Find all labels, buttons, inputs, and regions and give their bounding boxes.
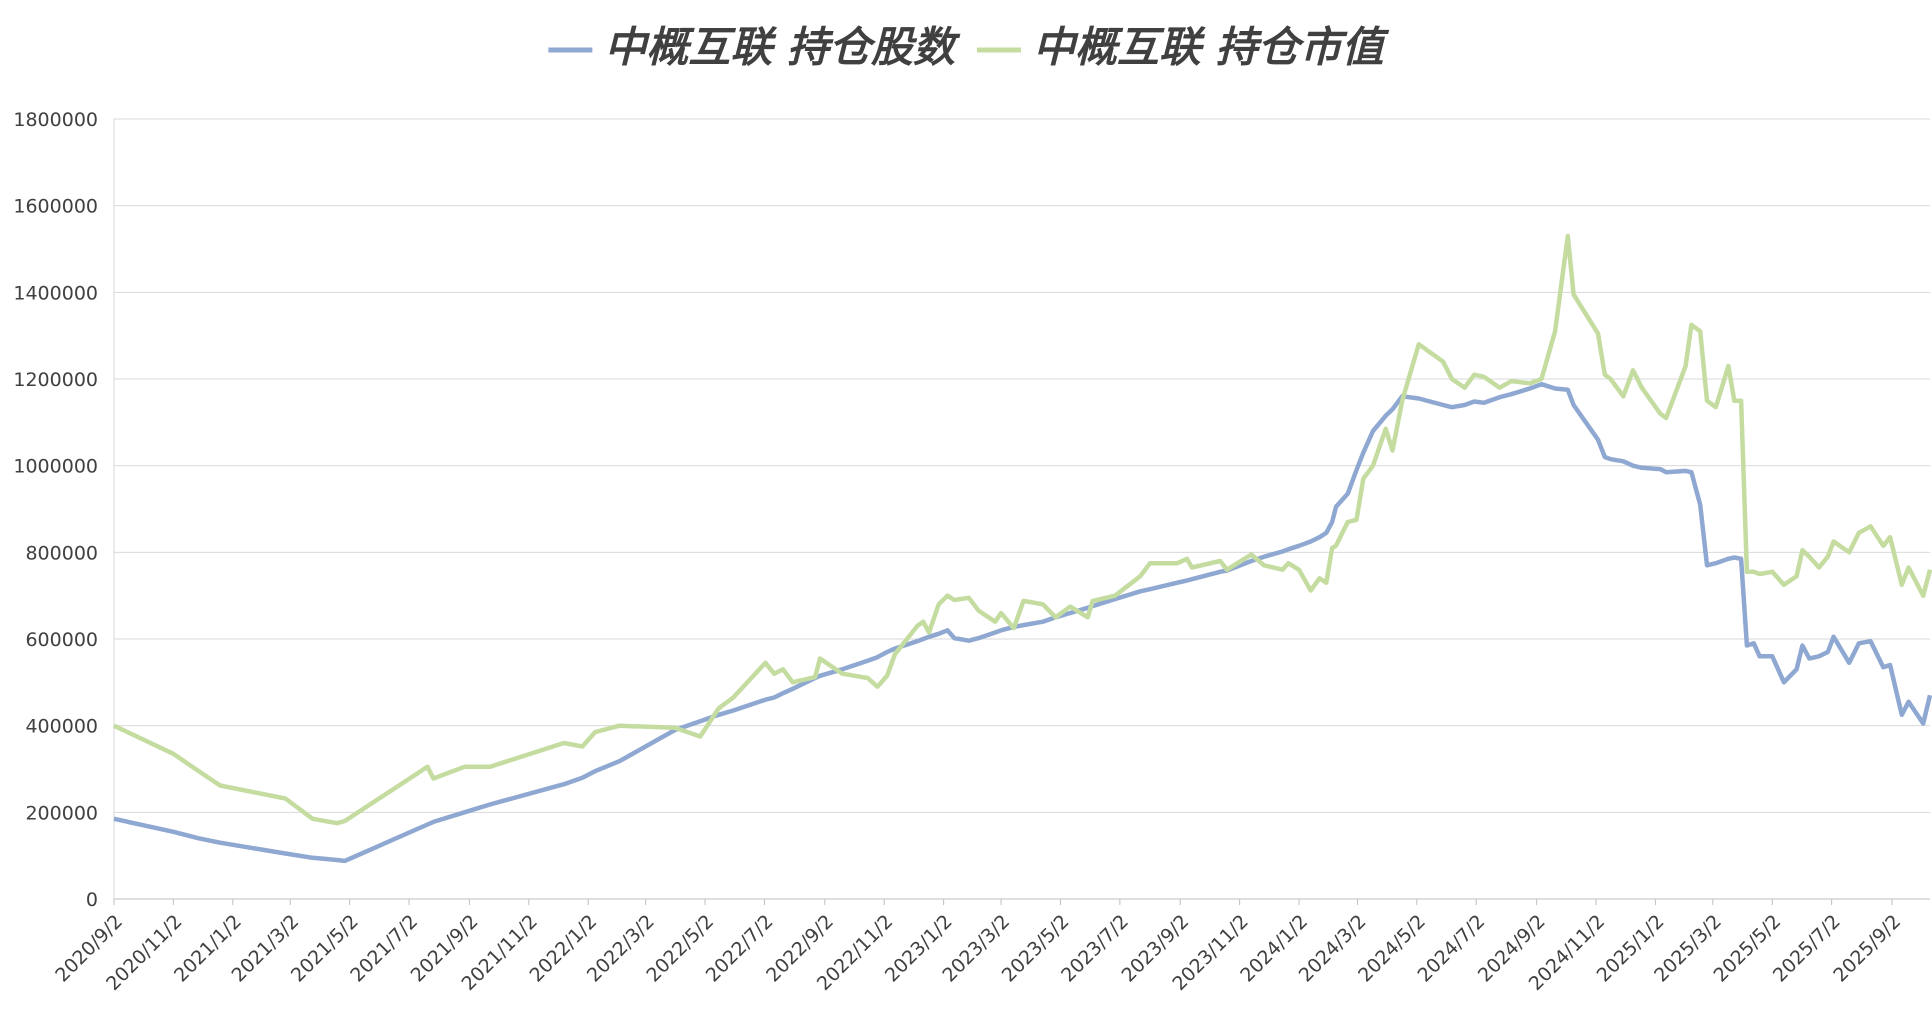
- y-tick-label: 1800000: [13, 109, 98, 131]
- y-tick-label: 1000000: [13, 456, 98, 478]
- legend-label: 中概互联 持仓市值: [1033, 23, 1390, 72]
- y-tick-label: 0: [86, 889, 98, 911]
- x-tick-label: 2025/9/2: [1829, 911, 1905, 987]
- data-line: [113, 233, 1932, 826]
- legend: 中概互联 持仓股数 中概互联 持仓市值: [548, 23, 1390, 72]
- y-tick-label: 1400000: [13, 282, 98, 304]
- y-tick-label: 1600000: [13, 196, 98, 218]
- y-tick-label: 200000: [25, 802, 98, 824]
- y-tick-label: 800000: [25, 542, 98, 564]
- y-tick-label: 1200000: [13, 369, 98, 391]
- y-tick-label: 400000: [25, 716, 98, 738]
- legend-label: 中概互联 持仓股数: [604, 23, 961, 72]
- data-line: [113, 381, 1932, 864]
- y-tick-label: 600000: [25, 629, 98, 651]
